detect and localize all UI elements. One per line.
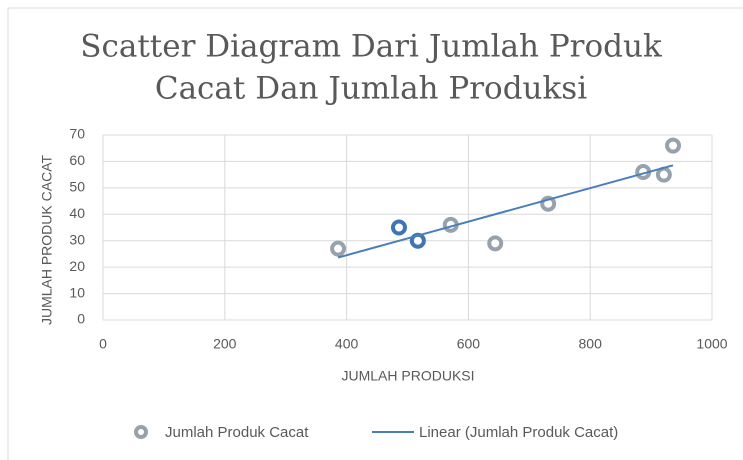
- y-tick-label: 30: [69, 231, 85, 247]
- y-tick-label: 60: [69, 152, 85, 168]
- chart-frame: [7, 7, 743, 460]
- chart-title: Cacat Dan Jumlah Produksi: [155, 71, 587, 107]
- point: [487, 235, 504, 252]
- x-tick-label: 0: [99, 336, 107, 352]
- x-tick-label: 200: [213, 336, 237, 352]
- point: [330, 240, 347, 257]
- y-tick-label: 0: [77, 311, 85, 327]
- point: [390, 219, 407, 236]
- point: [655, 166, 672, 183]
- x-tick-label: 800: [579, 336, 603, 352]
- y-axis-label: JUMLAH PRODUK CACAT: [39, 155, 55, 326]
- legend-label: Linear (Jumlah Produk Cacat): [419, 424, 618, 441]
- y-tick-label: 20: [69, 258, 85, 274]
- point: [665, 137, 682, 154]
- trendline: [337, 164, 674, 259]
- chart-title: Scatter Diagram Dari Jumlah Produk: [80, 29, 662, 65]
- x-tick-label: 600: [457, 336, 481, 352]
- x-axis-label: JUMLAH PRODUKSI: [341, 368, 474, 384]
- x-tick-label: 1000: [696, 336, 727, 352]
- y-tick-label: 40: [69, 205, 85, 221]
- legend-label: Jumlah Produk Cacat: [165, 424, 309, 441]
- legend-marker: [134, 425, 148, 439]
- x-tick-label: 400: [335, 336, 359, 352]
- y-tick-label: 70: [69, 126, 85, 142]
- y-tick-label: 10: [69, 284, 85, 300]
- y-tick-label: 50: [69, 179, 85, 195]
